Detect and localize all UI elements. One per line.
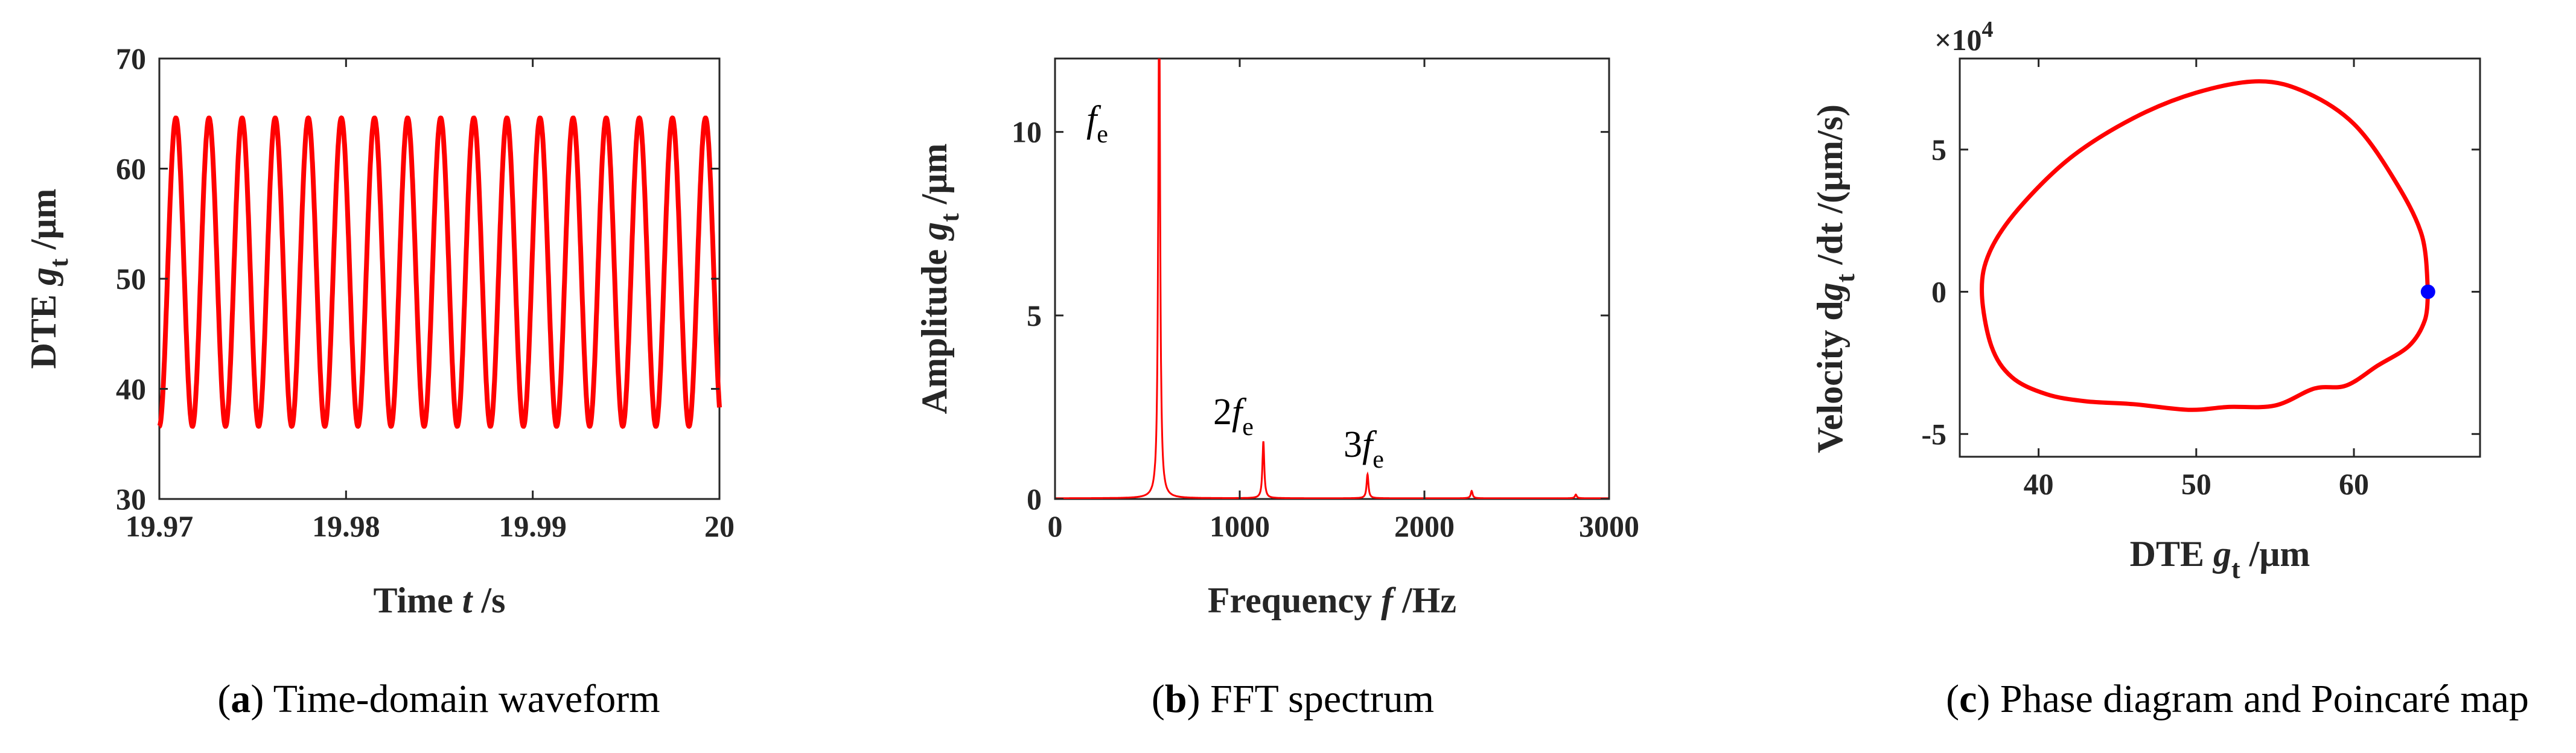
x-tick-label: 2000 (1394, 509, 1455, 543)
x-tick-label: 3000 (1579, 509, 1639, 543)
phase-trajectory (1980, 79, 2431, 412)
panel-c-plot-area (1959, 57, 2481, 458)
annotation-2fe: 2fe (1213, 392, 1254, 441)
y-tick-label: 60 (116, 152, 146, 186)
x-tick-label: 1000 (1210, 509, 1270, 543)
panel-b-ylabel: Amplitude gt /μm (914, 144, 964, 415)
panel-b-series (1055, 59, 1609, 499)
panel-b-xlabel: Frequency f /Hz (1208, 580, 1456, 620)
x-tick-label: 60 (2339, 467, 2369, 501)
waveform-line (157, 115, 722, 429)
x-tick-label: 20 (704, 509, 735, 543)
y-tick-label: 50 (116, 262, 146, 296)
x-tick-label: 40 (2024, 467, 2054, 501)
poincare-point (2420, 284, 2435, 299)
annotation-fe: fe (1086, 99, 1108, 148)
panel-b-caption: (b) FFT spectrum (1152, 677, 1434, 721)
y-tick-label: 10 (1012, 115, 1042, 149)
panel-c-phase: 40 50 60 -5 0 5 ×104 DTE gt /μm Velocity dgt… (1810, 17, 2529, 721)
panel-a-time-domain: 19.97 19.98 19.99 20 30 40 50 60 70 Time t /s D… (24, 42, 735, 721)
y-tick-label: 70 (116, 42, 146, 75)
y-tick-label: 40 (116, 372, 146, 406)
x-tick-label: 19.98 (312, 509, 380, 543)
x-tick-label: 19.99 (499, 509, 567, 543)
x-tick-label: 50 (2181, 467, 2211, 501)
panel-b-fft: 0 1000 2000 3000 0 5 10 fe 2fe 3fe Frequency … (914, 57, 1639, 721)
y-tick-label: 30 (116, 482, 146, 516)
panel-c-series (1980, 79, 2435, 412)
panel-a-series (157, 115, 722, 429)
y-tick-label: 5 (1027, 299, 1042, 332)
annotation-3fe: 3fe (1344, 424, 1384, 474)
y-tick-label: 0 (1027, 482, 1042, 516)
panel-c-caption: (c) Phase diagram and Poincaré map (1946, 677, 2529, 721)
x-tick-label: 19.97 (126, 509, 194, 543)
x-tick-label: 0 (1048, 509, 1063, 543)
panel-a-caption: (a) Time-domain waveform (217, 677, 660, 721)
panel-c-xlabel: DTE gt /μm (2130, 534, 2310, 584)
panel-c-exponent: ×104 (1934, 17, 1994, 57)
spectrum-line (1055, 59, 1609, 499)
panel-a-xlabel: Time t /s (374, 580, 506, 620)
panel-c-ylabel: Velocity dgt /dt /(μm/s) (1810, 104, 1860, 453)
panel-b-plot-area (1054, 57, 1610, 500)
y-tick-label: -5 (1921, 417, 1946, 451)
y-tick-label: 0 (1931, 275, 1946, 309)
panel-a-ylabel: DTE gt /μm (24, 189, 74, 369)
y-tick-label: 5 (1931, 133, 1946, 167)
